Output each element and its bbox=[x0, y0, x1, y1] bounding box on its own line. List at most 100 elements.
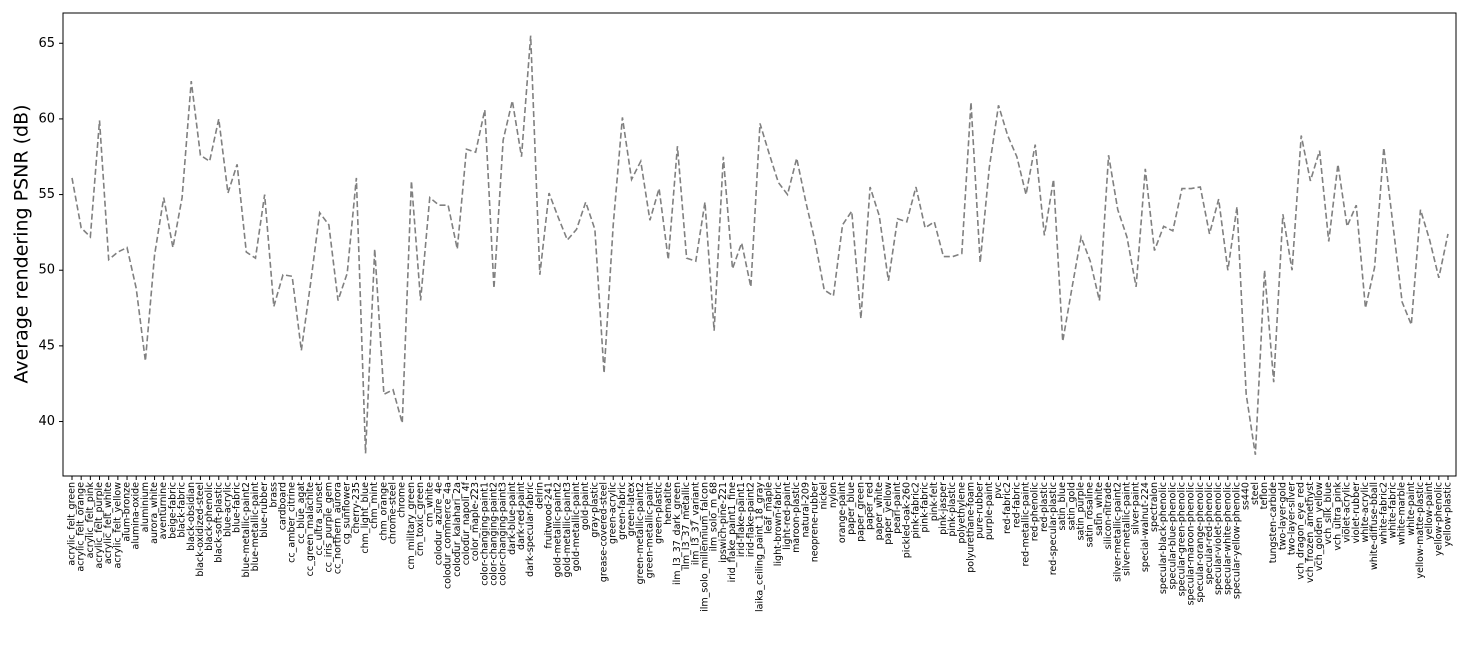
x-tick-label: special-walnut-224 bbox=[1140, 482, 1151, 572]
x-tick-label: pink-plastic bbox=[947, 482, 958, 537]
x-tick-label: paper_yellow bbox=[883, 482, 894, 545]
x-tick-label: paper_white bbox=[874, 482, 885, 541]
x-tick-label: pink-jasper bbox=[938, 482, 949, 535]
x-tick-label: silver-paint bbox=[1131, 482, 1142, 535]
x-tick-label: satin_white bbox=[1094, 482, 1105, 536]
x-tick-label: light-brown-fabric bbox=[773, 482, 784, 566]
x-tick-label: black-obsidian bbox=[186, 482, 197, 551]
x-tick-label: irid_flake_paint1_fine bbox=[727, 482, 738, 583]
x-tick-label: acrylic_felt_orange bbox=[76, 482, 87, 572]
x-tick-label: yellow-phenolic bbox=[1433, 482, 1444, 556]
x-tick-label: blue-fabric bbox=[232, 482, 243, 533]
x-tick-label: white-fabric bbox=[1387, 482, 1398, 538]
x-tick-label: pvc bbox=[993, 482, 1004, 499]
x-tick-label: nickel bbox=[819, 482, 830, 510]
x-tick-label: yellow-matte-plastic bbox=[1415, 482, 1426, 579]
x-tick-label: acrylic_felt_white bbox=[103, 482, 114, 564]
x-tick-label: white-acrylic bbox=[1360, 482, 1371, 543]
y-tick-label: 65 bbox=[38, 36, 55, 51]
x-tick-label: chm_light_blue bbox=[360, 482, 371, 554]
x-tick-label: green-latex bbox=[626, 482, 637, 537]
x-tick-label: green-metallic-paint bbox=[644, 482, 655, 579]
x-tick-label: satin_gold bbox=[1066, 482, 1077, 530]
x-tick-label: green-acrylic bbox=[608, 482, 619, 544]
x-tick-label: delrin bbox=[534, 482, 545, 509]
x-tick-label: hematite bbox=[663, 482, 674, 525]
x-tick-label: teflon bbox=[1259, 482, 1270, 509]
x-tick-label: light-red-paint bbox=[782, 482, 793, 550]
x-tick-label: satin_blue bbox=[1057, 482, 1068, 531]
x-tick-label: polyurethane-foam bbox=[965, 482, 976, 573]
x-tick-label: vch_frozen_amethyst bbox=[1305, 482, 1316, 583]
x-tick-label: vch_silk_blue bbox=[1323, 482, 1334, 545]
x-tick-label: cc_blue_agat bbox=[296, 482, 307, 544]
x-tick-label: fruitwood-241 bbox=[544, 482, 555, 549]
x-tick-label: cg_sunflower bbox=[342, 482, 353, 544]
x-tick-label: red-fabric2 bbox=[1002, 482, 1013, 534]
x-tick-label: irid-flake-paint2 bbox=[745, 482, 756, 557]
x-tick-label: gold-paint bbox=[580, 482, 591, 530]
x-tick-label: laika_ceiling_paint_18_gray bbox=[755, 482, 766, 612]
x-tick-label: specular-violet-phenolic bbox=[1213, 482, 1224, 595]
x-tick-label: specular-yellow-phenolic bbox=[1232, 482, 1243, 599]
data-line bbox=[71, 35, 1449, 455]
x-tick-label: green-fabric bbox=[617, 482, 628, 540]
x-tick-label: chrome-steel bbox=[388, 482, 399, 544]
x-tick-label: tungsten-carbide bbox=[1268, 482, 1279, 563]
x-tick-label: ilm_solo_millennium_falcon bbox=[699, 482, 710, 612]
x-tick-label: color-changing-paint1 bbox=[479, 482, 490, 586]
x-tick-label: cc_amber_citrine bbox=[287, 482, 298, 563]
x-tick-label: gold-metallic-paint2 bbox=[553, 482, 564, 577]
x-tick-label: specular-black-phenolic bbox=[1158, 482, 1169, 594]
x-tick-label: irid-flake-paint1 bbox=[736, 482, 747, 557]
x-tick-label: specular-blue-phenolic bbox=[1167, 482, 1178, 589]
x-tick-label: red-specular-plastic bbox=[1048, 482, 1059, 575]
x-tick-label: paper_green bbox=[855, 482, 866, 542]
x-tick-label: yellow-paint bbox=[1424, 482, 1435, 540]
x-tick-label: red-plastic bbox=[1039, 482, 1050, 532]
y-tick-label: 45 bbox=[38, 338, 55, 353]
x-tick-label: aluminium bbox=[140, 482, 151, 532]
x-tick-label: pink-fabric2 bbox=[910, 482, 921, 539]
x-tick-label: silver-metallic-paint bbox=[1121, 482, 1132, 576]
x-tick-label: specular-green-phenolic bbox=[1176, 482, 1187, 596]
x-tick-label: paper_red bbox=[865, 482, 876, 530]
x-tick-label: natural-209 bbox=[800, 482, 811, 538]
y-tick-label: 40 bbox=[38, 414, 55, 429]
x-tick-label: blue-rubber bbox=[259, 482, 270, 538]
x-tick-label: ilm_l3_37_variant bbox=[690, 482, 701, 565]
x-tick-label: two-layer-gold bbox=[1277, 482, 1288, 550]
x-tick-label: paper_blue bbox=[846, 482, 857, 535]
x-tick-label: gray-plastic bbox=[589, 482, 600, 538]
x-tick-label: alumina-oxide bbox=[131, 482, 142, 550]
x-tick-label: satin_purple bbox=[1076, 482, 1087, 541]
x-tick-label: cc_northern_aurora bbox=[333, 482, 344, 574]
x-tick-label: white-marble bbox=[1397, 482, 1408, 545]
x-tick-label: silver-metallic-paint2 bbox=[1112, 482, 1123, 582]
x-tick-label: gold-metallic-paint3 bbox=[562, 482, 573, 577]
x-tick-label: acrylic_felt_pink bbox=[85, 482, 96, 559]
x-tick-label: white-fabric2 bbox=[1378, 482, 1389, 544]
x-tick-label: chm_orange bbox=[378, 482, 389, 541]
x-tick-label: vch_ultra_pink bbox=[1332, 482, 1343, 551]
x-tick-label: specular-orange-phenolic bbox=[1195, 482, 1206, 603]
x-tick-label: pearl-paint bbox=[892, 482, 903, 534]
x-tick-label: black-oxidized-steel bbox=[195, 482, 206, 577]
x-tick-label: alum-bronze bbox=[122, 482, 133, 542]
x-tick-label: specular-white-phenolic bbox=[1222, 482, 1233, 595]
x-tick-label: cc_green_malachite bbox=[305, 482, 316, 577]
x-tick-label: ss440 bbox=[1241, 482, 1252, 510]
x-tick-label: acrylic_felt_yellow bbox=[112, 482, 123, 569]
x-tick-label: aventurnine bbox=[158, 482, 169, 539]
x-tick-label: ilm_l3_37_dark_green bbox=[672, 482, 683, 585]
plot-frame bbox=[62, 12, 1457, 477]
x-tick-label: color_maple-223 bbox=[470, 482, 481, 561]
x-tick-label: vch_golden_yellow bbox=[1314, 482, 1325, 571]
x-tick-label: silicon-nitrade bbox=[1103, 482, 1114, 549]
x-tick-label: specular-maroon-phenolic bbox=[1186, 482, 1197, 605]
x-tick-label: polyethylene bbox=[956, 482, 967, 544]
x-tick-label: pickled-oak-260 bbox=[901, 482, 912, 558]
x-tick-label: steel bbox=[1250, 482, 1261, 505]
x-tick-label: violet-rubber bbox=[1351, 482, 1362, 544]
